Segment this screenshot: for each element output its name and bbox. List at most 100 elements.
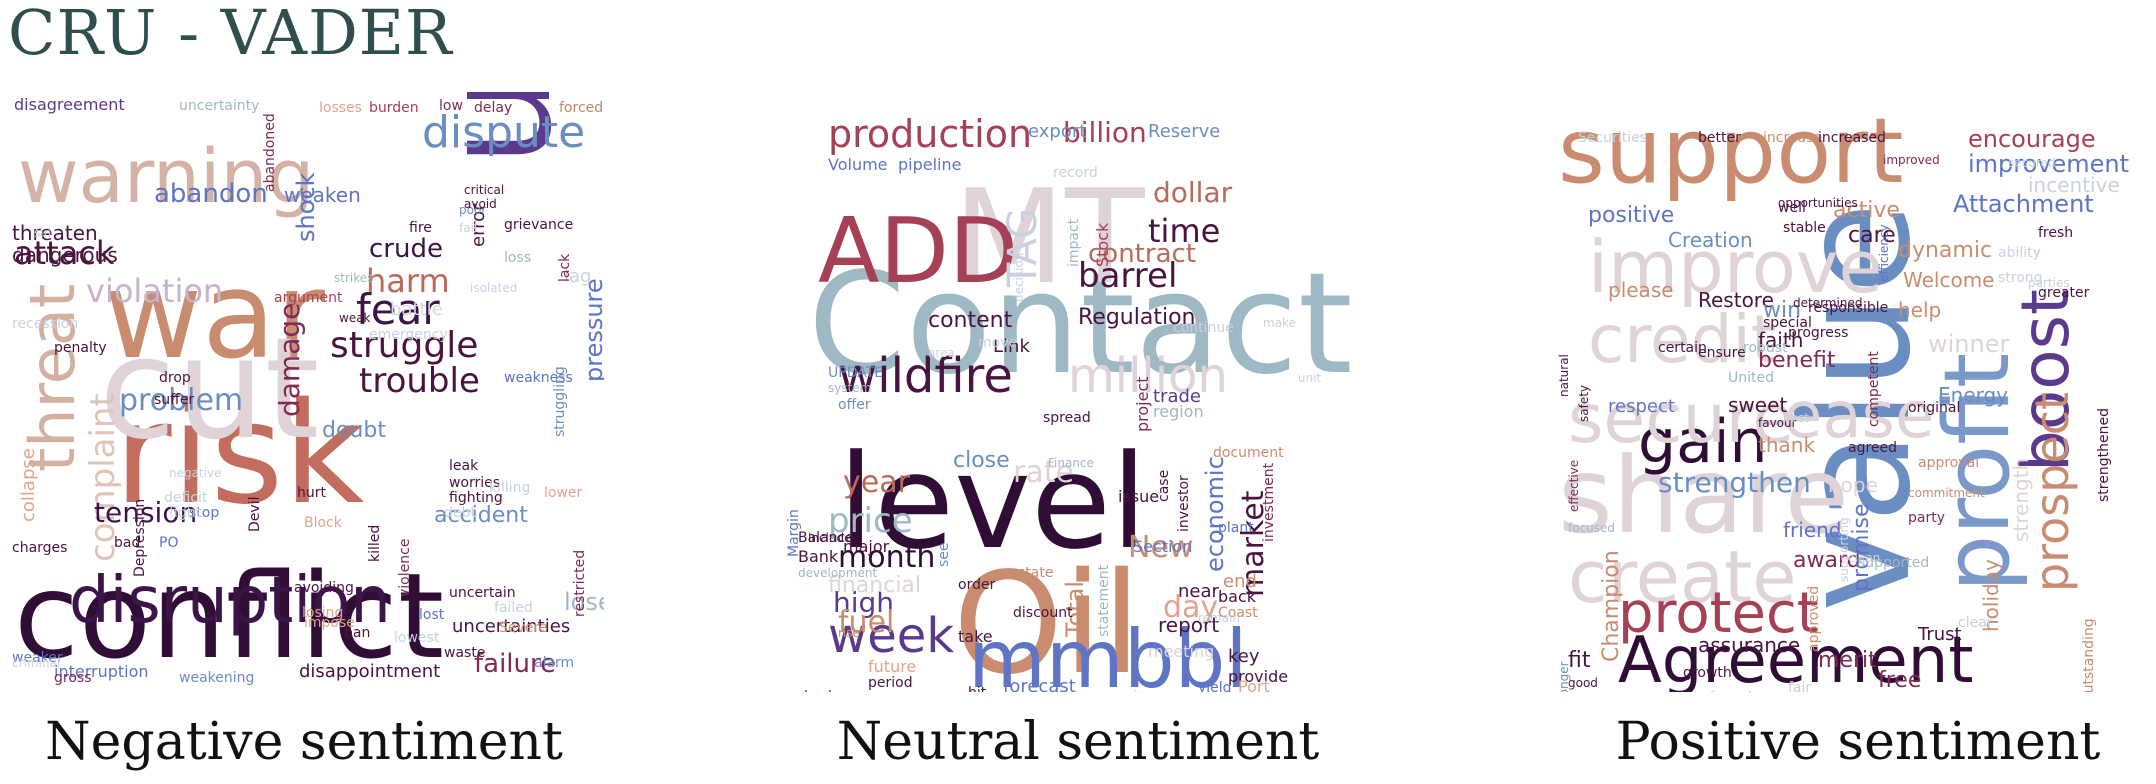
word-criminal: criminal xyxy=(12,656,60,670)
word-supporting: supporting xyxy=(1837,517,1851,582)
word-fail: fail xyxy=(459,221,477,235)
word-competent: competent xyxy=(1866,351,1882,427)
word-make: make xyxy=(1263,316,1296,330)
word-failed: failed xyxy=(494,600,533,616)
word-fuel: fuel xyxy=(838,605,894,640)
word-please: please xyxy=(1608,278,1674,302)
word-collapse: collapse xyxy=(18,448,39,522)
word-greater: greater xyxy=(2038,285,2090,301)
word-secure: secure xyxy=(1568,380,1794,459)
word-prospect: prospect xyxy=(2025,392,2079,592)
word-argument: argument xyxy=(274,290,343,306)
word-dollar: dollar xyxy=(1153,176,1233,209)
word-delay: delay xyxy=(474,100,512,116)
word-bad: bad xyxy=(114,535,140,551)
word-strikes: strikes xyxy=(334,271,373,285)
word-improve: improve xyxy=(1588,225,1883,309)
word-threat: threat xyxy=(16,284,89,472)
word-tag: TAG xyxy=(1000,208,1046,288)
word-clean: clean xyxy=(1848,551,1880,565)
word-emergency: emergency xyxy=(369,327,448,343)
word-severe: Severe xyxy=(499,620,547,636)
word-clear: clear xyxy=(1958,615,1993,631)
negative-sentiment-caption: Negative sentiment xyxy=(45,712,563,772)
word-efficiency: efficiency xyxy=(1877,224,1891,282)
word-dispute: dispute xyxy=(422,107,585,158)
word-upset: upset xyxy=(411,92,585,167)
positive-word-cloud: value support share profit Agreement improve c… xyxy=(1558,92,2156,692)
word-promise: promise xyxy=(1849,503,1874,592)
word-special: special xyxy=(1763,315,1812,331)
word-struggle: struggle xyxy=(330,325,478,366)
word-tension: tension xyxy=(94,496,197,529)
word-value: value xyxy=(1770,202,1944,612)
word-document: document xyxy=(1213,445,1284,461)
word-holiday: holiday xyxy=(1979,559,2003,632)
word-lag: lag xyxy=(564,266,591,287)
word-increase: increase xyxy=(1763,130,1822,146)
word-fighting: fighting xyxy=(449,490,503,506)
word-best: best xyxy=(1783,411,1809,425)
word-disappointment: disappointment xyxy=(299,661,440,682)
word-welcome: Welcome xyxy=(1903,268,1994,292)
word-take: take xyxy=(958,627,993,646)
word-positive: positive xyxy=(1588,203,1674,228)
word-award: award xyxy=(1793,548,1861,573)
word-penalty: penalty xyxy=(54,340,107,356)
word-violence: violence xyxy=(397,539,413,597)
word-stock: Stock xyxy=(1093,222,1112,267)
word-lower: lower xyxy=(544,485,583,501)
word-plant: plant xyxy=(1218,520,1254,536)
word-create: create xyxy=(1568,535,1797,619)
word-oil: Oil xyxy=(953,543,1141,692)
word-unit: unit xyxy=(1298,371,1322,385)
word-parties: parties xyxy=(2028,276,2070,290)
word-suffer: suffer xyxy=(154,392,194,408)
word-strengthened: strengthened xyxy=(2096,408,2112,502)
word-agreement: Agreement xyxy=(1618,624,1973,692)
word-fight: fight xyxy=(169,505,202,521)
word-gain: gain xyxy=(1638,407,1768,477)
word-regulation: Regulation xyxy=(1078,305,1195,330)
word-result: result xyxy=(1108,689,1142,692)
word-losing: losing xyxy=(302,605,343,621)
word-continue: continue xyxy=(1173,320,1234,336)
word-cut: cut xyxy=(99,308,320,471)
word-poor: poor xyxy=(459,203,486,217)
word-trouble: trouble xyxy=(359,361,480,401)
word-ban: ban xyxy=(344,625,370,641)
word-profit: profit xyxy=(1925,353,2030,592)
word-project: project xyxy=(1133,376,1152,432)
word-wildfire: wildfire xyxy=(838,348,1013,404)
word-contract: contract xyxy=(1088,239,1196,269)
word-year: year xyxy=(843,465,911,500)
word-balance: Balance xyxy=(798,530,854,546)
word-dynamic: dynamic xyxy=(1898,238,1992,263)
word-party: party xyxy=(1908,510,1945,526)
word-uncertainties: uncertainties xyxy=(452,616,570,637)
word-devil: Devil xyxy=(247,497,263,532)
word-level: level xyxy=(838,426,1147,578)
word-strong: strong xyxy=(1998,270,2043,286)
word-supported: supported xyxy=(1858,555,1929,571)
word-production: production xyxy=(828,112,1032,156)
word-week: week xyxy=(828,608,954,664)
word-reserve: Reserve xyxy=(1148,121,1220,142)
word-ability: ability xyxy=(1998,245,2041,261)
word-negative: negative xyxy=(169,466,221,480)
word-stop: stop xyxy=(189,505,219,521)
word-key: key xyxy=(1228,646,1260,667)
word-win: win xyxy=(1763,298,1801,323)
word-increased: increased xyxy=(1818,130,1886,146)
word-debt: debt xyxy=(444,505,476,521)
word-commitment: commitment xyxy=(1908,486,1985,500)
word-move: move xyxy=(978,335,1017,351)
word-progress: progress xyxy=(1788,325,1848,341)
word-development: development xyxy=(798,566,877,580)
word-conflict: conflict xyxy=(14,547,444,685)
word-attachment: Attachment xyxy=(1953,190,2094,218)
